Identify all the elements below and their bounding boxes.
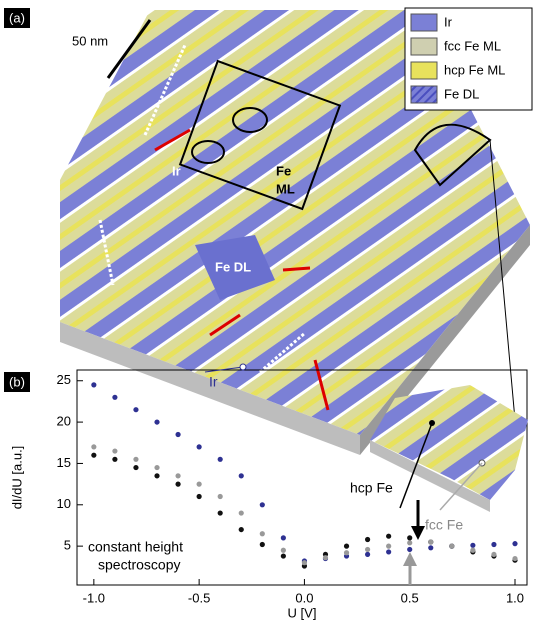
data-point <box>175 432 180 437</box>
panel-label: (b) <box>9 374 25 389</box>
legend-label: Ir <box>444 14 453 29</box>
region-label: Fe <box>276 163 291 178</box>
data-point <box>386 549 391 554</box>
data-point <box>449 544 454 549</box>
region-label: Ir <box>172 163 181 178</box>
data-point <box>197 494 202 499</box>
y-axis-label: dI/dU [a.u.] <box>9 446 24 510</box>
data-point <box>512 556 517 561</box>
data-point <box>281 548 286 553</box>
stm-image: (a) 50 nm Ir Fe ML Fe DL Ir fcc Fe ML hc… <box>4 8 532 455</box>
data-point <box>133 457 138 462</box>
y-tick-label: 10 <box>57 496 71 511</box>
x-tick-label: 0.5 <box>401 590 419 605</box>
data-point <box>407 547 412 552</box>
x-tick-label: -0.5 <box>188 590 210 605</box>
data-point <box>175 482 180 487</box>
series-label: fcc Fe <box>425 517 463 533</box>
series-label: hcp Fe <box>350 480 393 496</box>
data-point <box>112 448 117 453</box>
data-point <box>197 444 202 449</box>
x-tick-label: -1.0 <box>83 590 105 605</box>
series-label: Ir <box>209 374 218 390</box>
legend-label: hcp Fe ML <box>444 62 505 77</box>
data-point <box>407 535 412 540</box>
data-point <box>491 542 496 547</box>
data-point <box>386 534 391 539</box>
legend-label: Fe DL <box>444 86 479 101</box>
region-label: Fe DL <box>215 259 251 274</box>
data-point <box>260 502 265 507</box>
data-point <box>491 552 496 557</box>
data-point <box>91 444 96 449</box>
data-point <box>175 473 180 478</box>
data-point <box>302 560 307 565</box>
label-dot <box>240 364 246 370</box>
data-point <box>365 537 370 542</box>
data-point <box>428 545 433 550</box>
data-point <box>365 552 370 557</box>
data-point <box>154 473 159 478</box>
data-point <box>218 494 223 499</box>
data-point <box>133 407 138 412</box>
data-point <box>218 457 223 462</box>
panel-label: (a) <box>9 10 25 25</box>
data-point <box>239 527 244 532</box>
data-point <box>239 473 244 478</box>
data-point <box>112 457 117 462</box>
legend-label: fcc Fe ML <box>444 38 501 53</box>
data-point <box>133 465 138 470</box>
data-point <box>344 550 349 555</box>
y-tick-label: 25 <box>57 372 71 387</box>
scale-label: 50 nm <box>72 33 108 48</box>
figure: (a) 50 nm Ir Fe ML Fe DL Ir fcc Fe ML hc… <box>0 0 536 626</box>
data-point <box>112 395 117 400</box>
annotation: spectroscopy <box>98 557 180 573</box>
data-point <box>386 544 391 549</box>
x-axis-label: U [V] <box>288 605 317 620</box>
y-tick-label: 20 <box>57 414 71 429</box>
region-label: ML <box>276 181 295 196</box>
data-point <box>512 541 517 546</box>
data-point <box>91 453 96 458</box>
data-point <box>154 419 159 424</box>
data-point <box>154 465 159 470</box>
x-tick-label: 0.0 <box>295 590 313 605</box>
data-point <box>344 544 349 549</box>
legend: Ir fcc Fe ML hcp Fe ML Fe DL <box>405 8 532 110</box>
indicator-arrow-head <box>403 552 417 566</box>
y-tick-label: 15 <box>57 455 71 470</box>
legend-swatch <box>411 62 437 79</box>
data-point <box>470 543 475 548</box>
data-point <box>260 542 265 547</box>
arrow <box>283 268 310 270</box>
data-point <box>407 540 412 545</box>
data-point <box>218 510 223 515</box>
data-point <box>260 531 265 536</box>
data-point <box>197 482 202 487</box>
annotation: constant height <box>88 539 183 555</box>
y-tick-label: 5 <box>64 538 71 553</box>
data-point <box>470 548 475 553</box>
indicator-arrow-head <box>411 526 425 540</box>
legend-swatch <box>411 14 437 31</box>
data-point <box>428 539 433 544</box>
data-point <box>323 555 328 560</box>
data-point <box>281 535 286 540</box>
data-point <box>91 382 96 387</box>
data-point <box>365 547 370 552</box>
legend-swatch <box>411 38 437 55</box>
data-point <box>281 553 286 558</box>
legend-swatch <box>411 86 437 103</box>
x-tick-label: 1.0 <box>506 590 524 605</box>
data-point <box>239 510 244 515</box>
